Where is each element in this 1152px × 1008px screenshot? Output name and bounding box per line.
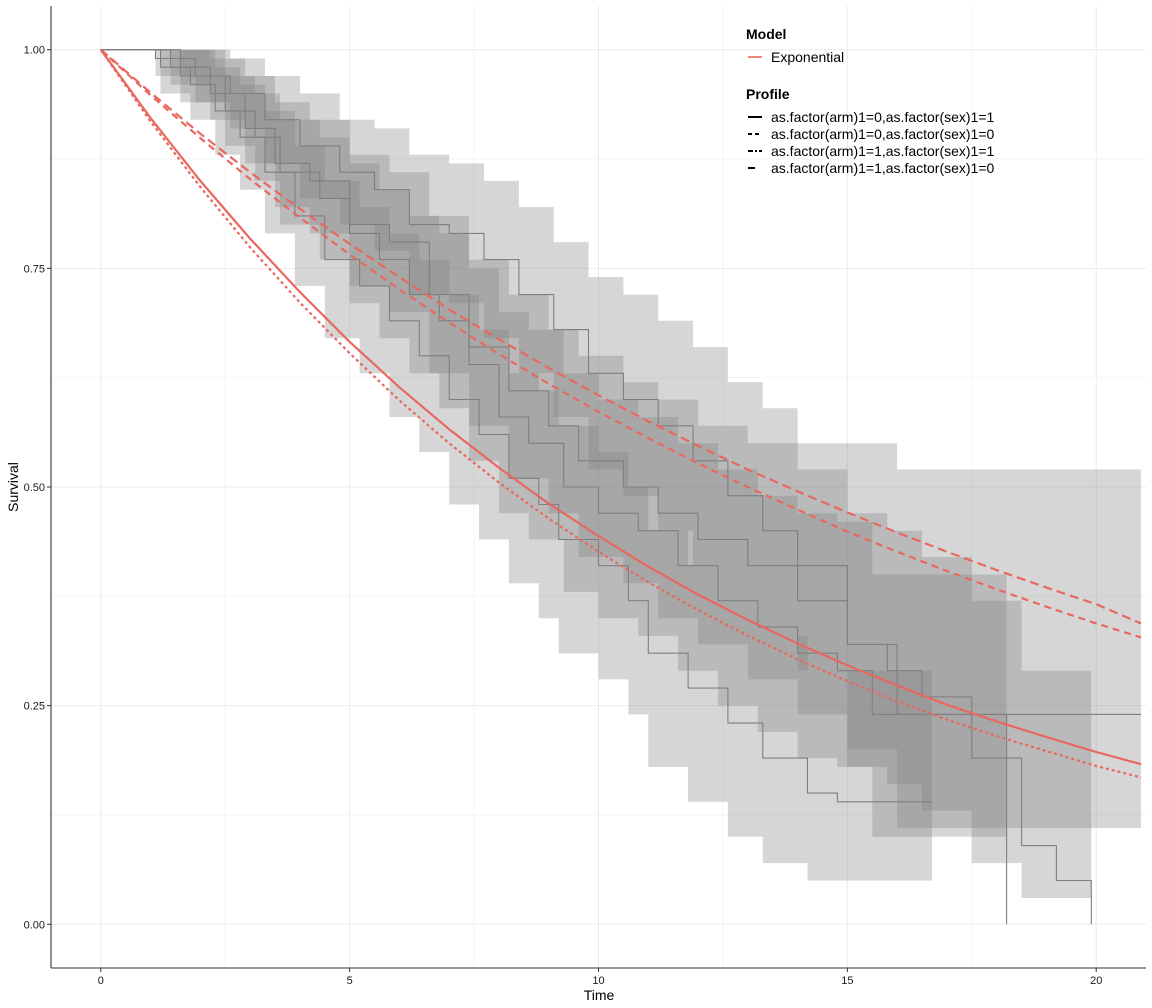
tick-labels: 0 5 10 15 20 0.00 0.25 0.50 0.75 1.00	[24, 45, 1103, 987]
x-tick-label-3: 15	[841, 975, 853, 987]
ci-band-1	[100, 49, 933, 881]
x-tick-label-0: 0	[98, 975, 104, 987]
y-tick-label-3: 0.75	[24, 263, 45, 275]
y-tick-label-1: 0.25	[24, 701, 45, 713]
y-tick-label-0: 0.00	[24, 919, 45, 931]
km-curve-3	[100, 49, 1008, 925]
km-curve-2	[100, 49, 1092, 925]
legend: Model Exponential Profile as.factor(arm)…	[746, 26, 995, 176]
x-tick-label-2: 10	[592, 975, 604, 987]
legend-profile-label-1: as.factor(arm)1=0,as.factor(sex)1=1	[771, 109, 995, 125]
km-curve-1	[100, 49, 932, 803]
legend-profile-label-2: as.factor(arm)1=0,as.factor(sex)1=0	[771, 126, 995, 142]
model-curve-4	[100, 48, 1142, 625]
legend-model-label-exponential: Exponential	[771, 49, 844, 65]
model-curve-1	[99, 49, 1142, 766]
y-tick-label-2: 0.50	[24, 482, 45, 494]
y-tick-label-4: 1.00	[24, 45, 45, 57]
legend-profile-title: Profile	[746, 86, 790, 102]
ci-band-2	[100, 49, 1092, 898]
km-curve-4	[100, 49, 1141, 715]
x-tick-label-4: 20	[1090, 975, 1102, 987]
km-curves	[100, 49, 1141, 925]
model-curve-2	[100, 48, 1142, 639]
model-curves	[99, 48, 1142, 779]
ci-band-4	[100, 49, 1141, 829]
y-axis-title: Survival	[5, 462, 21, 512]
legend-profile-label-3: as.factor(arm)1=1,as.factor(sex)1=1	[771, 143, 995, 159]
x-axis-title: Time	[584, 987, 615, 1003]
legend-profile-label-4: as.factor(arm)1=1,as.factor(sex)1=0	[771, 160, 995, 176]
x-tick-label-1: 5	[347, 975, 353, 987]
legend-model-title: Model	[746, 26, 786, 42]
